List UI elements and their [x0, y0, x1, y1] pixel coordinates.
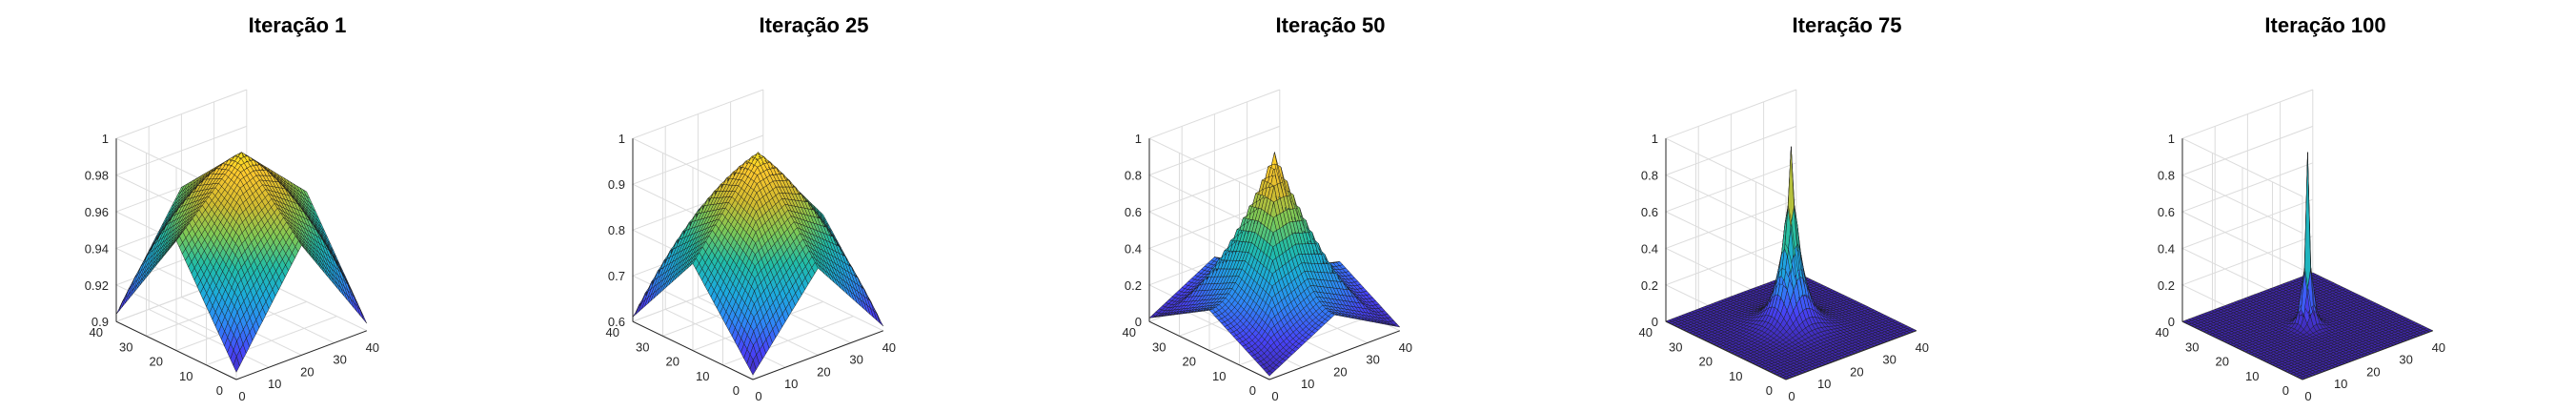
- subplot-iteracao-50: Iteração 50 01020304001020304000.20.40.6…: [1123, 13, 1413, 403]
- y-tick-label: 10: [696, 369, 709, 383]
- subplot-title: Iteração 75: [1793, 13, 1902, 37]
- x-tick-label: 40: [1399, 340, 1412, 355]
- y-tick-label: 30: [119, 339, 132, 354]
- y-tick-label: 30: [1152, 339, 1166, 354]
- z-tick-label: 1: [102, 132, 109, 146]
- z-tick-label: 0.6: [1125, 205, 1142, 219]
- y-tick-label: 10: [179, 369, 193, 383]
- z-tick-label: 0.98: [85, 169, 109, 183]
- y-tick-label: 20: [666, 355, 679, 369]
- x-tick-label: 20: [1333, 364, 1347, 379]
- subplot-title: Iteração 25: [760, 13, 869, 37]
- z-tick-label: 1: [1135, 132, 1142, 146]
- y-tick-label: 0: [216, 383, 223, 398]
- x-tick-label: 40: [366, 340, 379, 355]
- z-tick-label: 0.92: [85, 278, 109, 293]
- subplot-title: Iteração 1: [249, 13, 347, 37]
- surface: [632, 152, 883, 376]
- x-tick-label: 20: [817, 364, 830, 379]
- x-tick-label: 0: [755, 389, 761, 403]
- x-tick-label: 10: [268, 377, 281, 391]
- x-tick-label: 40: [882, 340, 896, 355]
- y-tick-label: 20: [150, 355, 163, 369]
- z-tick-label: 0.9: [608, 177, 625, 192]
- y-tick-label: 10: [1212, 369, 1226, 383]
- y-tick-label: 0: [1249, 383, 1256, 398]
- y-tick-label: 0: [733, 383, 740, 398]
- z-tick-label: 0.96: [85, 205, 109, 219]
- y-tick-label: 20: [1183, 355, 1196, 369]
- subplot-title: Iteração 50: [1276, 13, 1386, 37]
- z-tick-label: 0.8: [1125, 169, 1142, 183]
- z-tick-label: 0.7: [608, 269, 625, 283]
- z-tick-label: 0.4: [1125, 241, 1142, 256]
- x-tick-label: 30: [849, 353, 862, 367]
- x-tick-label: 0: [1271, 389, 1278, 403]
- subplot-iteracao-25: Iteração 25 0102030400102030400.60.70.80…: [606, 13, 897, 403]
- z-tick-label: 0.9: [91, 315, 109, 329]
- subplot-iteracao-1: Iteração 1 0102030400102030400.90.920.94…: [85, 13, 379, 403]
- z-tick-label: 0.6: [608, 315, 625, 329]
- subplot-iteracao-75: Iteração 75 01020304001020304000.20.40.6…: [1639, 13, 1930, 403]
- x-tick-label: 20: [300, 364, 314, 379]
- z-tick-label: 0: [1135, 315, 1142, 329]
- z-tick-label: 0.94: [85, 241, 109, 256]
- x-tick-label: 0: [238, 389, 245, 403]
- z-tick-label: 0.2: [1125, 278, 1142, 293]
- surface: [1148, 152, 1401, 377]
- y-tick-label: 30: [636, 339, 649, 354]
- x-tick-label: 30: [333, 353, 346, 367]
- z-tick-label: 1: [619, 132, 625, 146]
- z-tick-label: 0.8: [608, 223, 625, 237]
- surface: [115, 152, 368, 373]
- x-tick-label: 10: [784, 377, 798, 391]
- x-tick-label: 30: [1366, 353, 1379, 367]
- x-tick-label: 10: [1301, 377, 1314, 391]
